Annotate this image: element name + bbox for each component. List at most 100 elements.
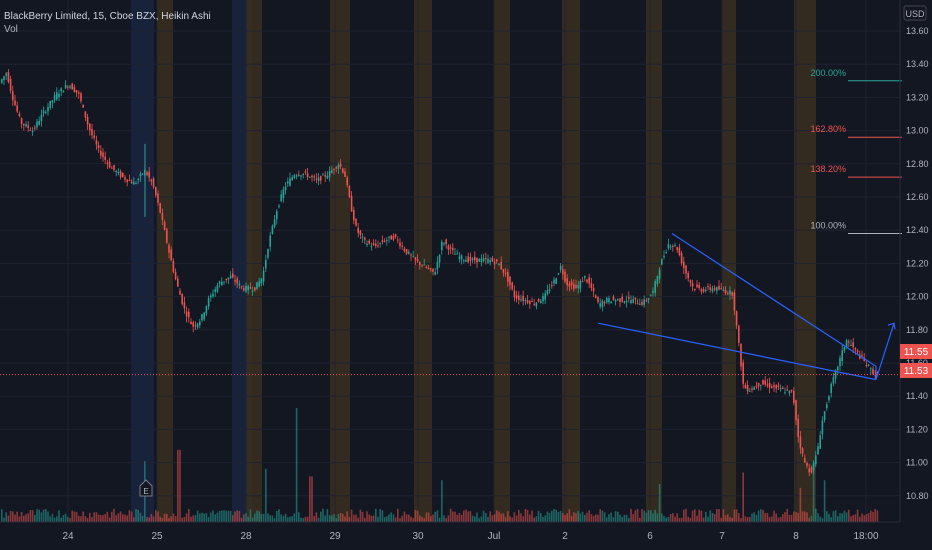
volume-bar bbox=[874, 509, 876, 522]
volume-bar bbox=[410, 516, 412, 522]
volume-bar bbox=[181, 517, 183, 522]
candle-body bbox=[665, 251, 667, 253]
candle-body bbox=[350, 195, 353, 212]
session-band bbox=[794, 0, 816, 522]
volume-bar bbox=[262, 513, 265, 522]
volume-bar bbox=[67, 516, 69, 522]
volume-bar bbox=[449, 508, 452, 522]
fibonacci-extension-levels[interactable]: 200.00% 162.80% 138.20% 100.00% bbox=[810, 68, 902, 235]
candle-body bbox=[91, 128, 93, 136]
candle-body bbox=[148, 171, 150, 178]
volume-bar bbox=[491, 515, 494, 522]
volume-bar bbox=[485, 513, 487, 522]
candle-body bbox=[172, 261, 175, 272]
volume-bar bbox=[471, 515, 474, 522]
volume-bar bbox=[368, 514, 370, 522]
falling-wedge-pattern[interactable] bbox=[597, 233, 896, 381]
candle-body bbox=[278, 205, 280, 207]
candle-body bbox=[676, 247, 678, 251]
volume-bar bbox=[511, 517, 513, 522]
volume-bar bbox=[331, 515, 333, 522]
candle-body bbox=[647, 298, 650, 300]
volume-bar bbox=[163, 513, 166, 522]
volume-bar bbox=[568, 509, 571, 522]
candle-body bbox=[95, 140, 98, 145]
candle-body bbox=[777, 385, 780, 387]
candle-body bbox=[339, 163, 342, 168]
candle-body bbox=[188, 311, 190, 318]
candle-body bbox=[234, 280, 236, 282]
candle-body bbox=[775, 384, 777, 389]
volume-bar bbox=[452, 511, 454, 522]
volume-bar bbox=[749, 517, 751, 522]
volume-bar bbox=[60, 517, 62, 522]
candle-body bbox=[793, 390, 795, 403]
candle-body bbox=[333, 169, 335, 171]
volume-bar bbox=[306, 516, 309, 522]
volume-bar bbox=[540, 513, 542, 522]
price-axis[interactable]: USD 13.60 13.40 13.20 13.00 12.80 12.60 12.40 1… bbox=[899, 0, 932, 522]
candle-body bbox=[141, 173, 144, 175]
volume-bar bbox=[815, 508, 817, 522]
volume-bar bbox=[346, 511, 348, 522]
candle-body bbox=[168, 244, 170, 253]
currency-badge[interactable] bbox=[903, 5, 927, 21]
candle-body bbox=[643, 299, 645, 306]
candle-body bbox=[276, 210, 278, 220]
time-axis[interactable]: 24 25 28 29 30 Jul 2 6 7 8 18:00 bbox=[0, 521, 900, 542]
candle-body bbox=[463, 259, 465, 261]
candle-body bbox=[20, 118, 23, 124]
volume-bar bbox=[403, 511, 406, 522]
candle-body bbox=[97, 145, 100, 149]
volume-bar bbox=[273, 518, 276, 522]
candle-body bbox=[779, 388, 782, 390]
candle-body bbox=[669, 246, 672, 248]
volume-bar bbox=[720, 517, 722, 522]
volume-bar bbox=[157, 511, 159, 522]
candle-body bbox=[36, 121, 38, 128]
volume-bar bbox=[62, 515, 65, 522]
candle-body bbox=[251, 290, 254, 292]
candle-body bbox=[663, 255, 665, 258]
candle-body bbox=[3, 76, 5, 80]
candle-body bbox=[401, 245, 403, 247]
candle-body bbox=[564, 271, 566, 282]
candle-body bbox=[515, 295, 518, 299]
candle-body bbox=[405, 249, 408, 254]
candle-body bbox=[612, 296, 615, 300]
volume-indicator-label[interactable]: Vol bbox=[4, 24, 18, 35]
candle-body bbox=[56, 92, 58, 100]
candle-body bbox=[199, 321, 201, 326]
volume-bar bbox=[438, 517, 441, 522]
volume-bar bbox=[128, 510, 131, 522]
volume-bar bbox=[388, 514, 390, 522]
volume-bar bbox=[309, 476, 311, 522]
volume-bar bbox=[45, 509, 47, 522]
candle-body bbox=[348, 186, 351, 198]
candle-body bbox=[64, 84, 67, 89]
candle-body bbox=[161, 212, 164, 220]
candle-body bbox=[733, 292, 736, 311]
earnings-event-marker[interactable]: E bbox=[139, 479, 153, 497]
volume-bar bbox=[786, 508, 788, 522]
volume-bar bbox=[324, 515, 326, 522]
volume-bar bbox=[399, 518, 401, 522]
symbol-title[interactable]: BlackBerry Limited, 15, Cboe BZX, Heikin… bbox=[4, 11, 211, 22]
candle-body bbox=[427, 268, 430, 270]
volume-bar bbox=[337, 514, 340, 522]
volume-bar bbox=[669, 514, 672, 522]
volume-bar bbox=[108, 517, 111, 522]
volume-bar bbox=[854, 514, 857, 522]
volume-bar bbox=[865, 513, 868, 522]
volume-bar bbox=[339, 513, 342, 522]
candle-body bbox=[436, 261, 439, 270]
candle-body bbox=[797, 418, 799, 438]
candle-body bbox=[526, 300, 529, 303]
candle-body bbox=[687, 273, 689, 279]
volume-bar bbox=[502, 513, 505, 522]
candle-body bbox=[265, 259, 267, 269]
candle-body bbox=[804, 457, 806, 463]
volume-bar bbox=[137, 509, 139, 522]
candle-body bbox=[867, 364, 870, 366]
